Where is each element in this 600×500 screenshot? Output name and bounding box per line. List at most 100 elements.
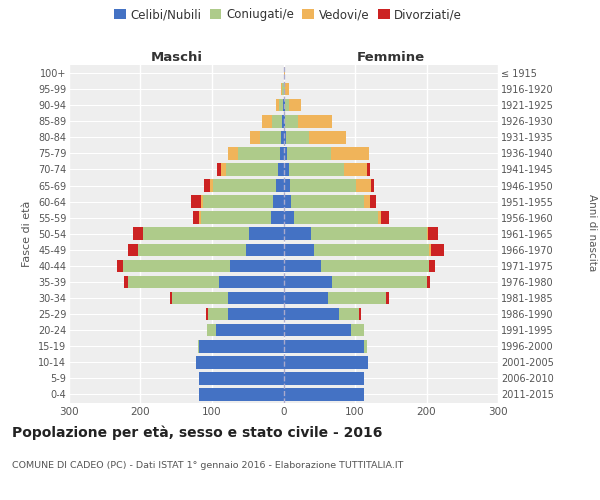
Bar bbox=[196, 356, 284, 368]
Bar bbox=[210, 180, 214, 192]
Bar bbox=[284, 244, 314, 256]
Bar bbox=[284, 147, 287, 160]
Bar bbox=[199, 372, 284, 384]
Bar bbox=[381, 212, 389, 224]
Bar bbox=[281, 131, 284, 143]
Bar bbox=[199, 388, 284, 400]
Bar bbox=[339, 308, 359, 320]
Bar bbox=[364, 196, 370, 208]
Bar bbox=[328, 292, 386, 304]
Bar bbox=[286, 131, 309, 143]
Bar bbox=[238, 147, 280, 160]
Bar bbox=[200, 196, 203, 208]
Bar bbox=[272, 115, 282, 128]
Bar bbox=[284, 276, 332, 288]
Bar bbox=[204, 180, 210, 192]
Bar bbox=[428, 228, 438, 240]
Bar bbox=[128, 276, 219, 288]
Bar bbox=[386, 292, 389, 304]
Bar bbox=[215, 324, 284, 336]
Bar bbox=[122, 260, 230, 272]
Bar bbox=[172, 292, 228, 304]
Text: Popolazione per età, sesso e stato civile - 2016: Popolazione per età, sesso e stato civil… bbox=[12, 426, 382, 440]
Bar bbox=[371, 180, 374, 192]
Bar bbox=[284, 388, 364, 400]
Bar bbox=[283, 99, 284, 112]
Bar bbox=[298, 115, 332, 128]
Bar bbox=[124, 276, 128, 288]
Bar bbox=[284, 180, 290, 192]
Bar bbox=[228, 308, 284, 320]
Bar bbox=[430, 260, 435, 272]
Bar bbox=[290, 180, 356, 192]
Bar bbox=[367, 163, 370, 175]
Bar bbox=[320, 260, 430, 272]
Bar bbox=[219, 276, 284, 288]
Text: Femmine: Femmine bbox=[356, 51, 425, 64]
Bar bbox=[331, 147, 368, 160]
Bar bbox=[309, 131, 346, 143]
Bar bbox=[370, 196, 376, 208]
Bar bbox=[430, 244, 431, 256]
Bar bbox=[364, 340, 367, 352]
Bar bbox=[356, 180, 371, 192]
Bar bbox=[217, 163, 221, 175]
Bar bbox=[250, 131, 260, 143]
Bar bbox=[284, 131, 286, 143]
Bar bbox=[284, 372, 364, 384]
Bar bbox=[427, 276, 430, 288]
Bar bbox=[191, 196, 200, 208]
Text: COMUNE DI CADEO (PC) - Dati ISTAT 1° gennaio 2016 - Elaborazione TUTTITALIA.IT: COMUNE DI CADEO (PC) - Dati ISTAT 1° gen… bbox=[12, 461, 403, 470]
Legend: Celibi/Nubili, Coniugati/e, Vedovi/e, Divorziati/e: Celibi/Nubili, Coniugati/e, Vedovi/e, Di… bbox=[109, 4, 467, 26]
Bar bbox=[284, 340, 364, 352]
Bar bbox=[292, 196, 364, 208]
Bar bbox=[284, 163, 289, 175]
Bar bbox=[285, 115, 298, 128]
Bar bbox=[229, 147, 238, 160]
Bar bbox=[285, 99, 289, 112]
Bar bbox=[214, 180, 277, 192]
Bar bbox=[273, 196, 284, 208]
Bar bbox=[271, 212, 284, 224]
Bar bbox=[207, 324, 215, 336]
Bar bbox=[332, 276, 427, 288]
Y-axis label: Fasce di età: Fasce di età bbox=[22, 200, 32, 267]
Bar bbox=[260, 131, 281, 143]
Bar bbox=[284, 115, 285, 128]
Bar bbox=[344, 163, 367, 175]
Bar bbox=[314, 244, 430, 256]
Bar bbox=[293, 212, 378, 224]
Bar bbox=[311, 228, 427, 240]
Bar bbox=[284, 99, 285, 112]
Bar bbox=[352, 324, 364, 336]
Bar bbox=[281, 83, 282, 96]
Bar bbox=[275, 99, 279, 112]
Bar bbox=[359, 308, 361, 320]
Bar bbox=[287, 147, 331, 160]
Bar bbox=[117, 260, 122, 272]
Bar bbox=[137, 244, 247, 256]
Bar bbox=[282, 83, 284, 96]
Bar bbox=[247, 244, 284, 256]
Bar bbox=[284, 260, 320, 272]
Bar bbox=[203, 196, 273, 208]
Bar bbox=[431, 244, 443, 256]
Bar bbox=[427, 228, 428, 240]
Bar bbox=[193, 212, 199, 224]
Bar bbox=[284, 228, 311, 240]
Bar bbox=[262, 115, 272, 128]
Bar bbox=[284, 83, 285, 96]
Bar bbox=[199, 212, 200, 224]
Bar bbox=[198, 340, 199, 352]
Bar bbox=[143, 228, 249, 240]
Bar bbox=[128, 244, 137, 256]
Bar bbox=[279, 99, 283, 112]
Text: Maschi: Maschi bbox=[150, 51, 202, 64]
Bar bbox=[284, 67, 285, 80]
Bar bbox=[277, 180, 284, 192]
Bar bbox=[278, 163, 284, 175]
Bar bbox=[230, 260, 284, 272]
Bar bbox=[200, 212, 271, 224]
Bar bbox=[208, 308, 228, 320]
Text: Anni di nascita: Anni di nascita bbox=[587, 194, 597, 271]
